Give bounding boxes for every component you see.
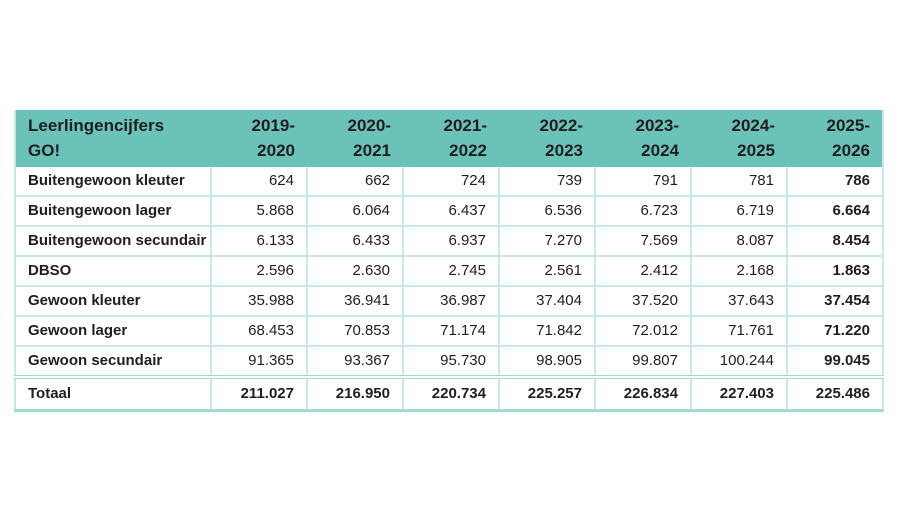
cell: 37.520 [594, 286, 691, 316]
cell: 99.807 [594, 346, 691, 377]
year-header-2025-2026: 2025- 2026 [787, 110, 883, 167]
cell: 786 [786, 167, 883, 196]
cell: 71.174 [402, 316, 499, 346]
year-header-line1: 2021- [443, 116, 487, 135]
cell: 6.536 [498, 196, 595, 226]
year-header-2024-2025: 2024- 2025 [691, 110, 787, 167]
total-label: Totaal [28, 385, 72, 402]
cell: 68.453 [210, 316, 307, 346]
table-row-gewoon-kleuter: Gewoon kleuter 35.988 36.941 36.987 37.4… [15, 286, 883, 316]
cell: 781 [690, 167, 787, 196]
total-cell: 211.027 [210, 377, 307, 411]
year-header-line1: 2020- [347, 116, 391, 135]
cell: 6.433 [306, 226, 403, 256]
cell: 37.643 [690, 286, 787, 316]
year-header-2023-2024: 2023- 2024 [595, 110, 691, 167]
cell: 36.987 [402, 286, 499, 316]
header-row: Leerlingencijfers GO! 2019- 2020 2020- 2… [15, 110, 883, 167]
total-cell: 227.403 [690, 377, 787, 411]
table-row-buitengewoon-kleuter: Buitengewoon kleuter 624 662 724 739 791… [15, 167, 883, 196]
cell: 6.133 [210, 226, 307, 256]
cell: 71.842 [498, 316, 595, 346]
row-label: Buitengewoon secundair [28, 232, 207, 249]
table-row-gewoon-lager: Gewoon lager 68.453 70.853 71.174 71.842… [15, 316, 883, 346]
cell: 739 [498, 167, 595, 196]
cell: 2.596 [210, 256, 307, 286]
cell: 2.630 [306, 256, 403, 286]
cell: 95.730 [402, 346, 499, 377]
cell: 7.270 [498, 226, 595, 256]
cell: 93.367 [306, 346, 403, 377]
table-row-dbso: DBSO 2.596 2.630 2.745 2.561 2.412 2.168… [15, 256, 883, 286]
cell: 2.168 [690, 256, 787, 286]
row-label: DBSO [28, 262, 72, 279]
cell: 36.941 [306, 286, 403, 316]
leerlingencijfers-table: Leerlingencijfers GO! 2019- 2020 2020- 2… [14, 110, 884, 412]
year-header-line1: 2022- [539, 116, 583, 135]
cell: 6.719 [690, 196, 787, 226]
row-label: Gewoon kleuter [28, 292, 141, 309]
cell: 791 [594, 167, 691, 196]
total-cell: 216.950 [306, 377, 403, 411]
year-header-line2: 2023 [545, 141, 583, 160]
cell: 2.745 [402, 256, 499, 286]
cell: 6.937 [402, 226, 499, 256]
year-header-line1: 2019- [251, 116, 295, 135]
row-label: Gewoon secundair [28, 352, 163, 369]
cell: 6.664 [786, 196, 883, 226]
cell: 6.723 [594, 196, 691, 226]
cell: 91.365 [210, 346, 307, 377]
row-label: Buitengewoon kleuter [28, 172, 185, 189]
total-cell: 225.257 [498, 377, 595, 411]
cell: 37.404 [498, 286, 595, 316]
cell: 724 [402, 167, 499, 196]
table-title-line2: GO! [28, 141, 61, 160]
total-cell: 226.834 [594, 377, 691, 411]
cell: 98.905 [498, 346, 595, 377]
cell: 35.988 [210, 286, 307, 316]
cell: 71.220 [786, 316, 883, 346]
year-header-2020-2021: 2020- 2021 [307, 110, 403, 167]
cell: 5.868 [210, 196, 307, 226]
year-header-line1: 2024- [731, 116, 775, 135]
table-title-line1: Leerlingencijfers [28, 116, 165, 135]
cell: 100.244 [690, 346, 787, 377]
table-row-buitengewoon-lager: Buitengewoon lager 5.868 6.064 6.437 6.5… [15, 196, 883, 226]
cell: 2.561 [498, 256, 595, 286]
total-cell: 225.486 [786, 377, 883, 411]
cell: 6.437 [402, 196, 499, 226]
year-header-line1: 2023- [635, 116, 679, 135]
cell: 6.064 [306, 196, 403, 226]
cell: 624 [210, 167, 307, 196]
cell: 662 [306, 167, 403, 196]
cell: 8.087 [690, 226, 787, 256]
year-header-line2: 2026 [832, 141, 870, 160]
table-row-gewoon-secundair: Gewoon secundair 91.365 93.367 95.730 98… [15, 346, 883, 377]
year-header-line2: 2020 [257, 141, 295, 160]
year-header-2022-2023: 2022- 2023 [499, 110, 595, 167]
year-header-line2: 2022 [449, 141, 487, 160]
row-label: Buitengewoon lager [28, 202, 172, 219]
row-label: Gewoon lager [28, 322, 128, 339]
cell: 1.863 [786, 256, 883, 286]
year-header-2021-2022: 2021- 2022 [403, 110, 499, 167]
total-cell: 220.734 [402, 377, 499, 411]
year-header-line1: 2025- [826, 116, 870, 135]
cell: 99.045 [786, 346, 883, 377]
cell: 37.454 [786, 286, 883, 316]
year-header-line2: 2025 [737, 141, 775, 160]
year-header-line2: 2021 [353, 141, 391, 160]
table-row-buitengewoon-secundair: Buitengewoon secundair 6.133 6.433 6.937… [15, 226, 883, 256]
year-header-line2: 2024 [641, 141, 679, 160]
year-header-2019-2020: 2019- 2020 [211, 110, 307, 167]
cell: 7.569 [594, 226, 691, 256]
cell: 72.012 [594, 316, 691, 346]
cell: 2.412 [594, 256, 691, 286]
total-row: Totaal 211.027 216.950 220.734 225.257 2… [15, 377, 883, 411]
cell: 71.761 [690, 316, 787, 346]
table-title: Leerlingencijfers GO! [15, 110, 211, 167]
cell: 8.454 [786, 226, 883, 256]
cell: 70.853 [306, 316, 403, 346]
